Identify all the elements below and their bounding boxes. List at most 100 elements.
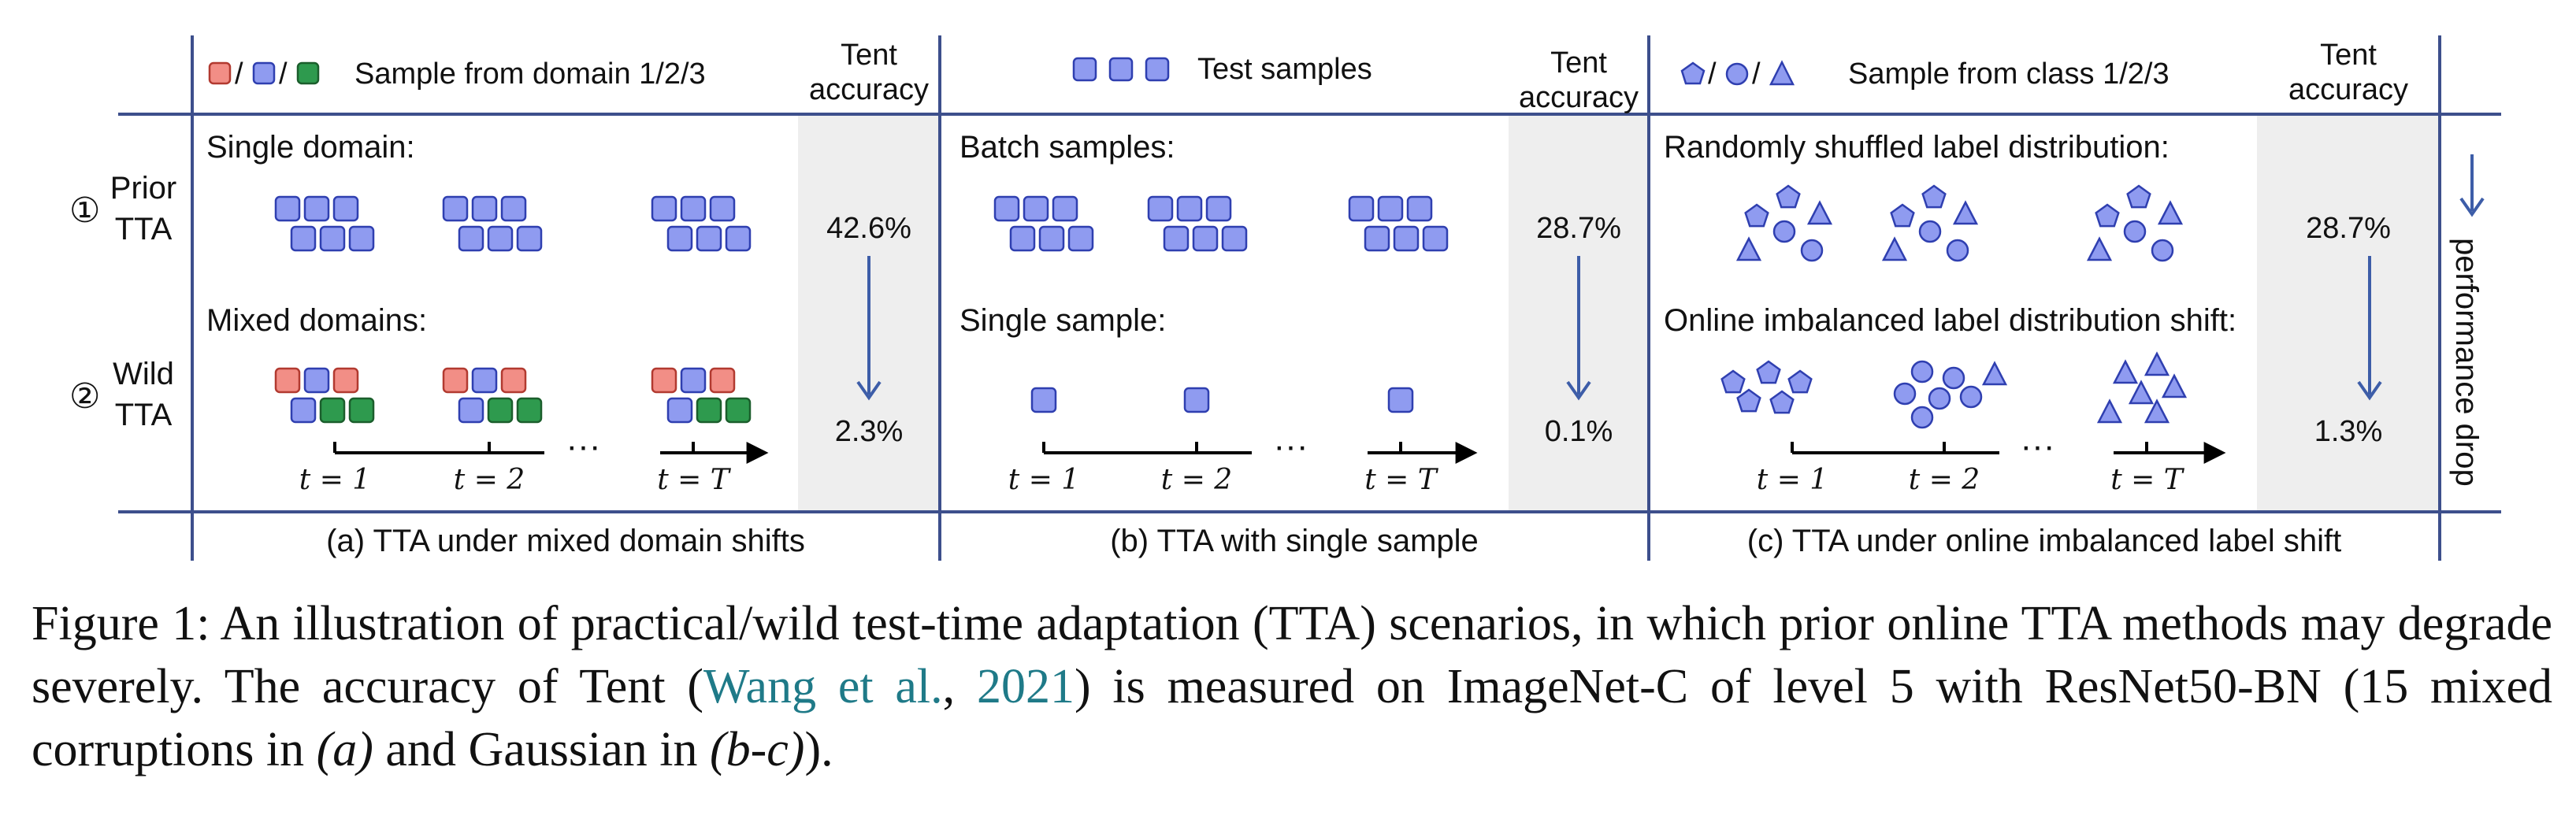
class1-pentagon-sample <box>1777 186 1800 207</box>
legend-test-square-2 <box>1110 58 1132 80</box>
legend-domain3-square <box>298 63 318 83</box>
class2-circle-sample <box>1947 240 1968 261</box>
domain-batch-sample <box>473 197 496 220</box>
timeline-c-ellipsis: ··· <box>2021 427 2055 465</box>
mixed-batch-sample <box>291 398 315 422</box>
test-batch-sample <box>1365 227 1389 250</box>
row-label-wild-line1: Wild <box>113 357 174 391</box>
class3-triangle-sample <box>2130 382 2152 403</box>
class3-triangle-sample <box>2159 202 2181 224</box>
acc-header-c-line1: Tent <box>2320 39 2377 72</box>
class1-pentagon-sample <box>1771 391 1794 413</box>
row-label-prior: ① Prior TTA <box>69 171 176 246</box>
citation-author-link[interactable]: Wang et al. <box>703 660 943 713</box>
legend-class1-pentagon <box>1682 63 1704 83</box>
test-batch-sample <box>1053 197 1077 220</box>
class3-triangle-sample <box>2099 401 2121 422</box>
row-label-wild-line2: TTA <box>115 398 173 432</box>
class3-triangle-sample <box>2088 239 2110 260</box>
caption-suffix: ). <box>804 723 833 776</box>
legend-class2-circle <box>1727 64 1747 84</box>
legend-sep-a1: / <box>235 57 243 91</box>
test-batch-sample <box>995 197 1019 220</box>
class2-circle-sample <box>2125 221 2145 242</box>
row-circle-wild: ② <box>69 377 100 416</box>
timeline-a-time-label: t = 2 <box>454 464 525 496</box>
caption-ref-bc: (b-c) <box>710 723 804 776</box>
row-label-prior-line2: TTA <box>115 212 173 246</box>
mixed-batch-sample <box>697 398 721 422</box>
acc-b-prior: 28.7% <box>1536 212 1621 245</box>
domain-batch-sample <box>518 227 541 250</box>
samples-a-single-domain <box>276 197 750 250</box>
timeline-c-time-label: t = 1 <box>1757 464 1828 496</box>
legend-text-c: Sample from class 1/2/3 <box>1848 57 2170 91</box>
legend-text-a: Sample from domain 1/2/3 <box>354 57 706 91</box>
class1-pentagon-sample <box>1923 186 1946 207</box>
citation-separator: , <box>943 660 977 713</box>
samples-c-shuffled <box>1738 186 2181 261</box>
mixed-batch-sample <box>518 398 541 422</box>
legend-domain1-square <box>210 63 230 83</box>
class1-pentagon-sample <box>1746 205 1769 226</box>
domain-batch-sample <box>350 227 373 250</box>
label-batch-samples: Batch samples: <box>960 130 1175 165</box>
caption-and: and Gaussian in <box>373 723 710 776</box>
performance-drop-arrow <box>2461 154 2483 214</box>
timeline-a-time-label: t = 1 <box>299 464 370 496</box>
panel-a-caption: (a) TTA under mixed domain shifts <box>326 524 805 558</box>
class3-triangle-sample <box>1809 202 1831 224</box>
citation-year-link[interactable]: 2021 <box>977 660 1075 713</box>
acc-c-wild: 1.3% <box>2314 415 2383 448</box>
acc-a-prior: 42.6% <box>826 212 911 245</box>
timeline-a-ellipsis: ··· <box>566 427 601 465</box>
test-batch-sample <box>1193 227 1217 250</box>
class2-circle-sample <box>1774 221 1795 242</box>
acc-header-a-line2: accuracy <box>809 73 929 106</box>
domain-batch-sample <box>305 197 328 220</box>
samples-b-single <box>1032 388 1412 412</box>
samples-b-batch <box>995 197 1447 250</box>
class2-circle-sample <box>1912 361 1932 382</box>
class3-triangle-sample <box>1738 239 1760 260</box>
class1-pentagon-sample <box>1789 371 1812 392</box>
domain-batch-sample <box>711 197 734 220</box>
test-batch-sample <box>1149 197 1172 220</box>
legend-test-square-3 <box>1146 58 1168 80</box>
class3-triangle-sample <box>2146 354 2168 375</box>
performance-drop-label: performance drop <box>2449 238 2484 487</box>
figure-caption: Figure 1: An illustration of practical/w… <box>32 592 2552 781</box>
timeline-b-time-label: t = T <box>1364 464 1439 496</box>
mixed-batch-sample <box>305 369 328 392</box>
domain-batch-sample <box>444 197 467 220</box>
legend-sep-c2: / <box>1752 57 1761 91</box>
class1-pentagon-sample <box>2096 205 2119 226</box>
mixed-batch-sample <box>444 369 467 392</box>
class3-triangle-sample <box>1884 239 1906 260</box>
timeline-c-time-label: t = 2 <box>1909 464 1980 496</box>
legend-a: / / Sample from domain 1/2/3 <box>210 57 706 91</box>
row-label-wild: ② Wild TTA <box>69 357 174 432</box>
timeline-a-time-label: t = T <box>657 464 732 496</box>
class1-pentagon-sample <box>1758 361 1780 383</box>
domain-batch-sample <box>459 227 483 250</box>
mixed-batch-sample <box>668 398 692 422</box>
test-batch-sample <box>1379 197 1402 220</box>
mixed-batch-sample <box>473 369 496 392</box>
test-batch-sample <box>1207 197 1230 220</box>
test-batch-sample <box>1349 197 1373 220</box>
legend-domain2-square <box>254 63 274 83</box>
legend-test-square-1 <box>1074 58 1096 80</box>
class2-circle-sample <box>2152 240 2173 261</box>
legend-c: / / Sample from class 1/2/3 <box>1682 57 2170 91</box>
label-single-domain: Single domain: <box>206 130 415 165</box>
test-batch-sample <box>1394 227 1418 250</box>
domain-batch-sample <box>697 227 721 250</box>
class3-triangle-sample <box>1954 202 1977 224</box>
timeline-b-ellipsis: ··· <box>1274 427 1308 465</box>
acc-header-b-line1: Tent <box>1550 46 1607 80</box>
mixed-batch-sample <box>502 369 525 392</box>
class2-circle-sample <box>1920 221 1940 242</box>
test-batch-sample <box>1069 227 1093 250</box>
panel-b-caption: (b) TTA with single sample <box>1110 524 1479 558</box>
